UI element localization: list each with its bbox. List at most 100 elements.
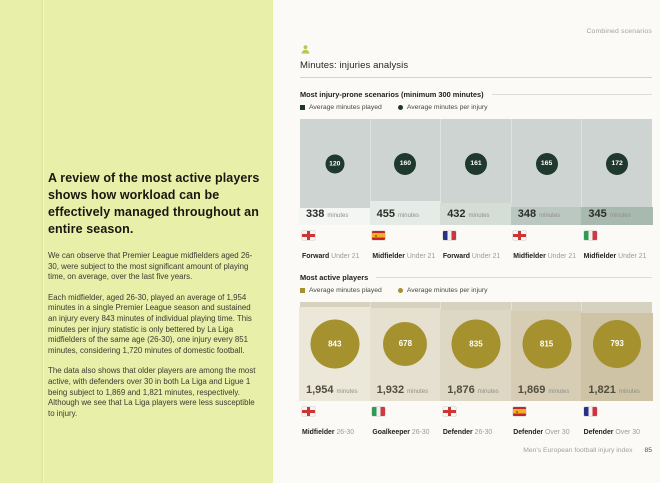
circle-legend-marker bbox=[397, 105, 403, 110]
category-cell: Midfielder Under 21 bbox=[511, 231, 581, 260]
headline: A review of the most active players show… bbox=[48, 171, 260, 236]
person-icon bbox=[300, 42, 652, 54]
chart-legend: Average minutes played Average minutes p… bbox=[300, 287, 652, 294]
square-legend-marker bbox=[300, 105, 305, 110]
country-flag bbox=[372, 407, 386, 416]
footer-text: Men's European football injury index bbox=[523, 447, 633, 454]
minutes-per-injury-value: 120 bbox=[329, 160, 341, 168]
minutes-played-value: 348 minutes bbox=[517, 208, 561, 220]
avg-minutes-per-injury-bubble: 172 bbox=[606, 152, 629, 175]
category-cell: Forward Under 21 bbox=[300, 231, 370, 260]
right-analysis-page: Combined scenarios Minutes: injuries ana… bbox=[273, 0, 660, 483]
minutes-per-injury-value: 843 bbox=[328, 339, 342, 349]
minutes-played-value: 1,821 minutes bbox=[588, 384, 640, 396]
country-flag bbox=[442, 407, 456, 416]
minutes-played-value: 338 minutes bbox=[306, 208, 349, 220]
section-title: Most injury-prone scenarios (minimum 300… bbox=[300, 90, 484, 99]
avg-minutes-per-injury-bubble: 835 bbox=[451, 319, 501, 369]
category-cell: Defender 26-30 bbox=[441, 407, 511, 436]
legend-label: Average minutes per injury bbox=[406, 287, 488, 294]
injury-prone-chart: 120 338 minutes 160 455 minutes 161 432 min… bbox=[299, 119, 653, 225]
section-tag: Combined scenarios bbox=[586, 28, 652, 35]
avg-minutes-played-bar bbox=[369, 201, 442, 225]
minutes-per-injury-value: 165 bbox=[540, 160, 553, 168]
avg-minutes-played-bar bbox=[440, 202, 512, 225]
section-heading: Most injury-prone scenarios (minimum 300… bbox=[300, 90, 652, 99]
chart-column: 160 455 minutes bbox=[369, 119, 442, 225]
chart-column: 843 1,954 minutes bbox=[299, 302, 371, 401]
legend-label: Average minutes per injury bbox=[406, 104, 488, 111]
category-cell: Midfielder Under 21 bbox=[582, 231, 652, 260]
minutes-per-injury-value: 793 bbox=[610, 339, 624, 349]
left-text-page: A review of the most active players show… bbox=[0, 0, 273, 483]
category-label: Midfielder Under 21 bbox=[583, 253, 647, 260]
category-label: Midfielder Under 21 bbox=[513, 253, 577, 260]
country-flag bbox=[583, 231, 597, 240]
avg-minutes-per-injury-bubble: 793 bbox=[593, 319, 642, 368]
avg-minutes-played-bar bbox=[299, 207, 371, 225]
country-flag bbox=[513, 231, 527, 240]
minutes-per-injury-value: 160 bbox=[399, 160, 412, 168]
chart-column: 165 348 minutes bbox=[510, 119, 583, 225]
paragraph: The data also shows that older players a… bbox=[48, 366, 256, 418]
country-flag bbox=[583, 407, 597, 416]
paragraph: Each midfielder, aged 26-30, played an a… bbox=[48, 292, 252, 355]
category-label: Forward Under 21 bbox=[442, 253, 501, 260]
country-flag bbox=[302, 407, 315, 416]
chart-column: 835 1,876 minutes bbox=[440, 302, 512, 401]
left-content: A review of the most active players show… bbox=[48, 170, 260, 429]
category-label: Goalkeeper 26-30 bbox=[372, 429, 430, 436]
legend-label: Average minutes played bbox=[309, 104, 382, 111]
category-label: Defender Over 30 bbox=[583, 429, 640, 436]
most-active-chart: 843 1,954 minutes 678 1,932 minutes 835 1,… bbox=[299, 302, 653, 401]
minutes-played-value: 432 minutes bbox=[447, 208, 490, 220]
category-row: Midfielder 26-30 Goalkeeper 26-30 Defend… bbox=[300, 407, 652, 436]
page-title: Minutes: injuries analysis bbox=[300, 60, 409, 71]
minutes-played-value: 1,932 minutes bbox=[376, 384, 429, 396]
avg-minutes-per-injury-bubble: 160 bbox=[394, 152, 417, 175]
category-cell: Midfielder Under 21 bbox=[370, 231, 440, 260]
avg-minutes-per-injury-bubble: 843 bbox=[310, 319, 360, 369]
legend-label: Average minutes played bbox=[309, 287, 382, 294]
minutes-played-value: 1,954 minutes bbox=[306, 384, 358, 396]
minutes-played-value: 1,869 minutes bbox=[517, 384, 570, 396]
minutes-per-injury-value: 835 bbox=[469, 339, 483, 349]
category-cell: Forward Under 21 bbox=[441, 231, 511, 260]
category-cell: Goalkeeper 26-30 bbox=[370, 407, 440, 436]
page-footer: Men's European football injury index 85 bbox=[523, 447, 652, 454]
section-title: Most active players bbox=[300, 273, 369, 282]
category-cell: Defender Over 30 bbox=[511, 407, 581, 436]
minutes-played-value: 345 minutes bbox=[588, 208, 631, 220]
minutes-per-injury-value: 815 bbox=[539, 339, 554, 349]
chart-column: 120 338 minutes bbox=[299, 119, 371, 225]
category-label: Defender Over 30 bbox=[513, 429, 570, 436]
minutes-per-injury-value: 161 bbox=[470, 160, 482, 168]
page-fold-divider bbox=[43, 0, 44, 483]
avg-minutes-per-injury-bubble: 161 bbox=[464, 152, 487, 175]
country-flag bbox=[372, 231, 386, 240]
circle-legend-marker bbox=[397, 288, 403, 293]
chart-column: 678 1,932 minutes bbox=[369, 302, 442, 401]
minutes-played-value: 455 minutes bbox=[376, 208, 419, 220]
minutes-per-injury-value: 172 bbox=[611, 160, 623, 168]
page-number: 85 bbox=[644, 447, 652, 454]
avg-minutes-per-injury-bubble: 165 bbox=[535, 152, 558, 175]
heading-rule bbox=[491, 94, 652, 95]
chart-column: 161 432 minutes bbox=[440, 119, 512, 225]
square-legend-marker bbox=[300, 288, 305, 293]
minutes-per-injury-value: 678 bbox=[398, 339, 413, 349]
category-label: Midfielder Under 21 bbox=[372, 253, 436, 260]
country-flag bbox=[513, 407, 527, 416]
category-cell: Defender Over 30 bbox=[582, 407, 652, 436]
title-divider bbox=[300, 77, 652, 78]
category-row: Forward Under 21 Midfielder Under 21 For… bbox=[300, 231, 652, 260]
section-heading: Most active players bbox=[300, 273, 652, 282]
paragraph: We can observe that Premier League midfi… bbox=[48, 251, 253, 282]
category-label: Forward Under 21 bbox=[302, 253, 360, 260]
country-flag bbox=[442, 231, 456, 240]
minutes-played-value: 1,876 minutes bbox=[447, 384, 499, 396]
country-flag bbox=[302, 231, 315, 240]
avg-minutes-played-bar bbox=[510, 207, 583, 225]
category-label: Midfielder 26-30 bbox=[302, 429, 355, 436]
chart-column: 793 1,821 minutes bbox=[581, 302, 653, 401]
